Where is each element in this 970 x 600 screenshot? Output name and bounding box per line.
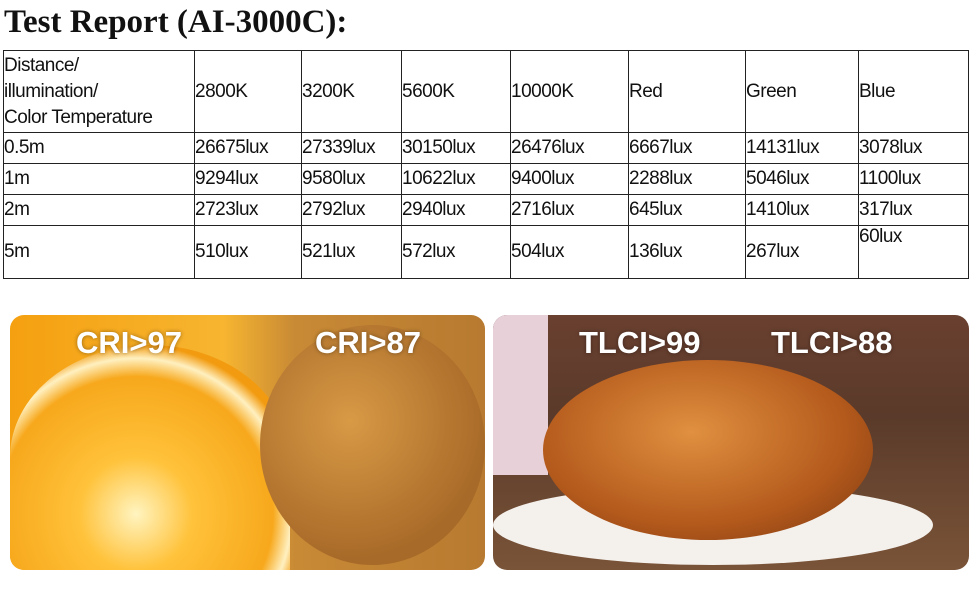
cell: 2792lux [301, 194, 402, 226]
cell: 27339lux [301, 132, 402, 164]
table-row: 5m 510lux 521lux 572lux 504lux 136lux 267lux 60… [3, 225, 969, 279]
header-cell: 5600K [401, 50, 511, 133]
header-cell: 3200K [301, 50, 402, 133]
cell: 521lux [301, 225, 402, 279]
cell: 30150lux [401, 132, 511, 164]
header-cell: Blue [858, 50, 969, 133]
cell: 3078lux [858, 132, 969, 164]
cell: 0.5m [3, 132, 195, 164]
cell: 1410lux [745, 194, 859, 226]
cell: 572lux [401, 225, 511, 279]
cell: 10622lux [401, 163, 511, 195]
cell: 1m [3, 163, 195, 195]
cell: 1100lux [858, 163, 969, 195]
cell: 510lux [194, 225, 302, 279]
roast-turkey-image [543, 360, 873, 540]
table-row: 1m 9294lux 9580lux 10622lux 9400lux 2288lux 50… [3, 163, 969, 195]
table-header-row: Distance/ illumination/ Color Temperatur… [3, 50, 969, 133]
cell: 136lux [628, 225, 746, 279]
header-cell: Red [628, 50, 746, 133]
cell: 26476lux [510, 132, 629, 164]
turkey-comparison-image: TLCI>99 TLCI>88 [493, 315, 969, 570]
cell: 60lux [858, 225, 969, 279]
tlci-low-label: TLCI>88 [771, 325, 893, 360]
whole-orange-image [260, 325, 485, 565]
cell: 504lux [510, 225, 629, 279]
cell: 26675lux [194, 132, 302, 164]
header-cell: 10000K [510, 50, 629, 133]
orange-slice-image [10, 345, 290, 570]
test-report-table: Distance/ illumination/ Color Temperatur… [3, 50, 969, 279]
cell: 9400lux [510, 163, 629, 195]
cell: 9580lux [301, 163, 402, 195]
cell: 2723lux [194, 194, 302, 226]
cell: 14131lux [745, 132, 859, 164]
tlci-high-label: TLCI>99 [579, 325, 701, 360]
cri-high-label: CRI>97 [76, 325, 182, 360]
header-cell: Green [745, 50, 859, 133]
package-image [493, 315, 548, 475]
cell: 317lux [858, 194, 969, 226]
cell: 2m [3, 194, 195, 226]
orange-comparison-image: CRI>97 CRI>87 [10, 315, 485, 570]
page-title: Test Report (AI-3000C): [4, 4, 348, 40]
cell: 5m [3, 225, 195, 279]
cell: 6667lux [628, 132, 746, 164]
header-cell: 2800K [194, 50, 302, 133]
table-row: 0.5m 26675lux 27339lux 30150lux 26476lux 6667… [3, 132, 969, 164]
cell: 5046lux [745, 163, 859, 195]
cell: 2716lux [510, 194, 629, 226]
table-row: 2m 2723lux 2792lux 2940lux 2716lux 645lux 1410… [3, 194, 969, 226]
header-cell: Distance/ illumination/ Color Temperatur… [3, 50, 195, 133]
cell: 645lux [628, 194, 746, 226]
cri-low-label: CRI>87 [315, 325, 421, 360]
cell: 9294lux [194, 163, 302, 195]
cell: 267lux [745, 225, 859, 279]
cell: 2288lux [628, 163, 746, 195]
cell: 2940lux [401, 194, 511, 226]
